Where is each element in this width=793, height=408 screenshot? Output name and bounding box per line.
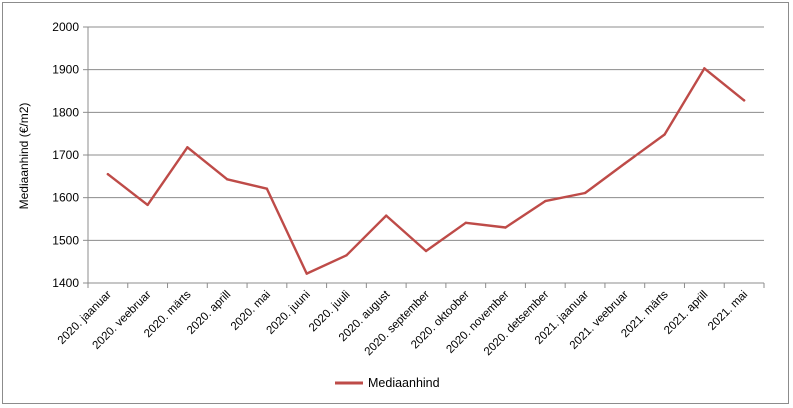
- series-group: [106, 67, 746, 275]
- chart-frame: [2, 2, 789, 404]
- y-tick-labels: 1400 1500 1600 1700 1800 1900 2000: [52, 20, 79, 290]
- data-point: [504, 226, 507, 229]
- data-point: [186, 146, 189, 149]
- data-point: [424, 249, 428, 253]
- series-line-0: [106, 67, 746, 275]
- axes: [87, 27, 765, 288]
- x-tick-label: 2021. mai: [706, 289, 750, 333]
- data-point: [742, 99, 746, 102]
- legend: Mediaanhind: [335, 376, 440, 390]
- legend-label: Mediaanhind: [368, 376, 440, 390]
- data-point: [703, 67, 706, 70]
- data-point: [544, 199, 547, 203]
- data-point: [225, 178, 229, 181]
- data-point: [146, 203, 149, 207]
- data-point: [385, 214, 388, 217]
- data-point: [464, 221, 467, 225]
- data-point: [345, 254, 348, 257]
- y-tick-label: 1900: [52, 63, 79, 77]
- y-tick-label: 1500: [52, 233, 79, 247]
- data-point: [623, 162, 627, 165]
- y-tick-label: 1700: [52, 148, 79, 162]
- data-point: [583, 191, 587, 195]
- gridlines: [83, 26, 764, 284]
- data-point: [106, 173, 110, 176]
- y-axis-label: Mediaanhind (€/m2): [17, 103, 31, 210]
- data-point: [305, 272, 308, 275]
- y-tick-label: 1400: [52, 276, 79, 290]
- y-tick-label: 2000: [52, 20, 79, 34]
- data-point: [663, 133, 666, 136]
- y-tick-label: 1800: [52, 105, 79, 119]
- y-tick-label: 1600: [52, 191, 79, 205]
- data-point: [265, 187, 269, 190]
